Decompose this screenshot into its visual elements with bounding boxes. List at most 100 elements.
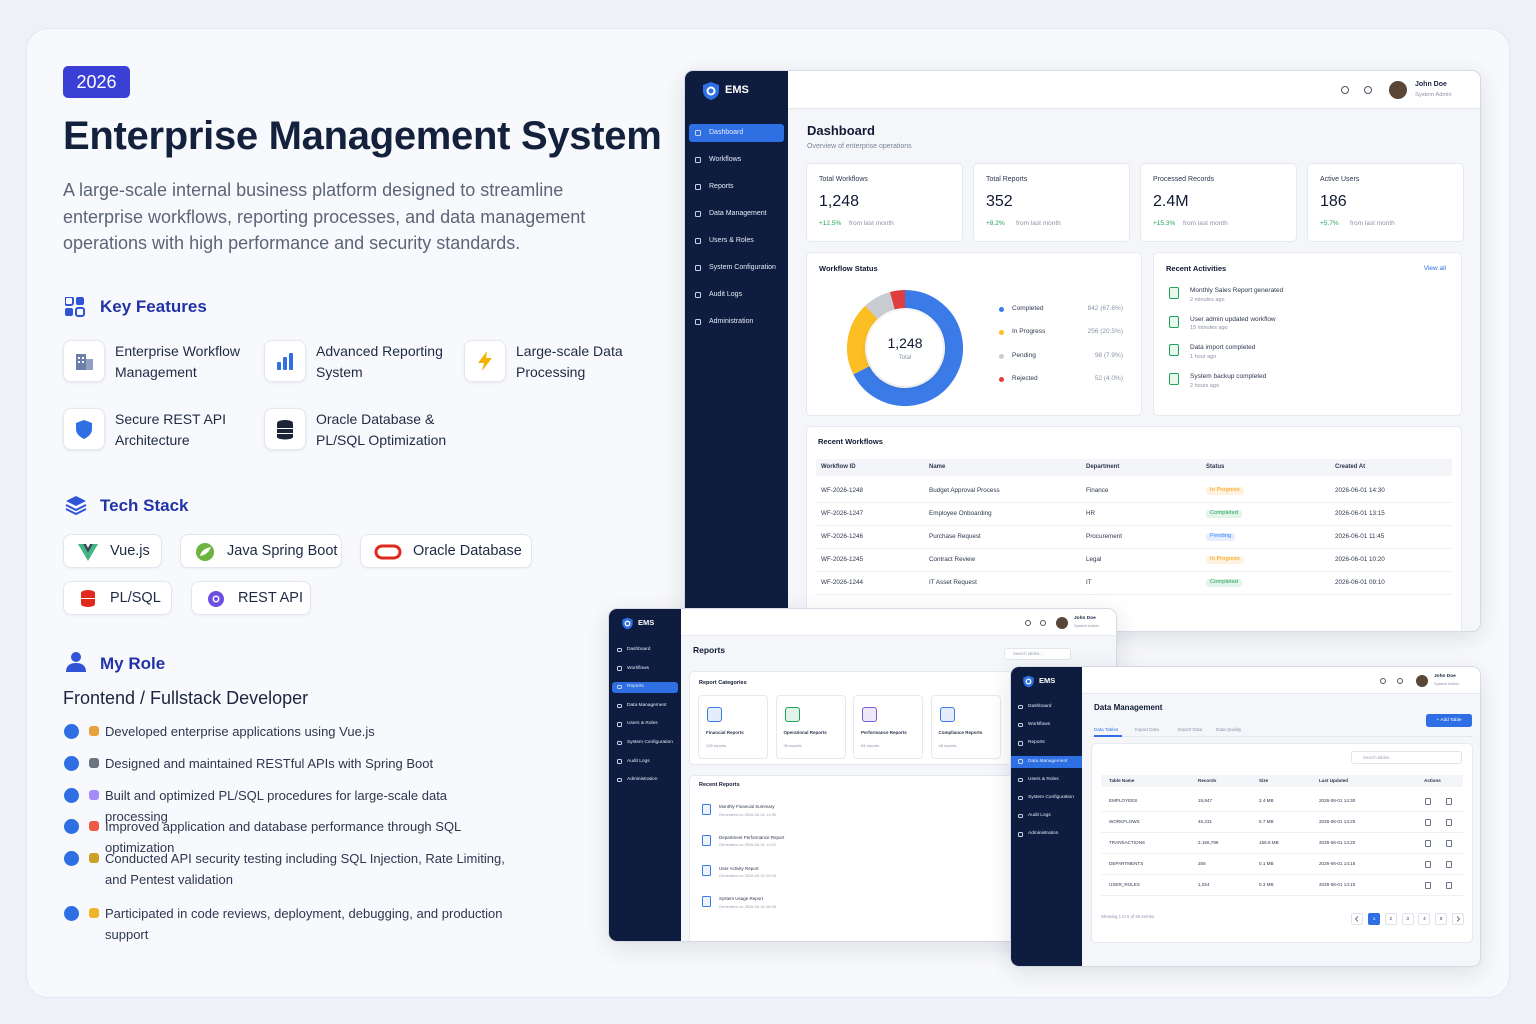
- logo-shield: [1023, 675, 1034, 687]
- page-number: 4: [1423, 916, 1426, 922]
- icon-shape: [78, 357, 80, 359]
- action-icon[interactable]: [1425, 839, 1431, 847]
- search-box: [1004, 648, 1071, 660]
- legend-name: In Progress: [1012, 328, 1046, 336]
- icon-shape: [82, 361, 84, 363]
- activity-text: User admin updated workflow: [1190, 315, 1276, 323]
- action-icon[interactable]: [1425, 818, 1431, 826]
- nav-icon: [1018, 704, 1023, 710]
- panel-title: Recent Workflows: [818, 437, 883, 447]
- stat-note: from last month: [1183, 219, 1228, 227]
- action-icon[interactable]: [1446, 839, 1452, 847]
- role-item: Improved application and database perfor…: [105, 818, 461, 855]
- nav-icon: [617, 722, 622, 727]
- stat-change: +5.7%: [1320, 219, 1339, 227]
- check-icon: [64, 818, 79, 834]
- row-divider: [1101, 832, 1463, 833]
- table-cell: 2026-06-01 13:15: [1335, 510, 1385, 518]
- feature-text: Oracle Database & PL/SQL Optimization: [316, 411, 447, 448]
- action-icon[interactable]: [1446, 881, 1452, 889]
- icon-shape: [65, 308, 73, 316]
- stat-label: Total Workflows: [819, 175, 868, 183]
- nav-active: [1011, 755, 1082, 768]
- tab[interactable]: Data Quality: [1216, 727, 1242, 733]
- features-icon: [65, 297, 85, 317]
- action-icon[interactable]: [1446, 818, 1452, 826]
- category-card: [853, 695, 923, 759]
- tab[interactable]: Import Data: [1135, 727, 1159, 733]
- stat-value: 352: [986, 193, 1013, 211]
- action-icon[interactable]: [1446, 860, 1452, 868]
- top-bar: [1082, 667, 1480, 694]
- brand: EMS: [638, 618, 655, 628]
- report-meta: Generated on 2026-06-01 08:45: [719, 903, 777, 909]
- page-button[interactable]: [1401, 913, 1414, 925]
- top-bar: [681, 609, 1116, 636]
- action-icon[interactable]: [1446, 797, 1452, 805]
- table-cell: 2026-06-01 14:30: [1319, 798, 1356, 804]
- action-icon[interactable]: [1425, 881, 1431, 889]
- nav-icon: [617, 666, 622, 671]
- row-divider: [816, 548, 1452, 549]
- stat-label: Total Reports: [986, 175, 1028, 183]
- check-icon: [64, 723, 79, 739]
- nav-icon: [695, 319, 701, 325]
- nav-item: Users & Roles: [1028, 776, 1059, 782]
- main-title: Enterprise Management System: [63, 114, 662, 158]
- icon-shape: [214, 597, 218, 601]
- tab[interactable]: Export Data: [1178, 727, 1203, 733]
- column-header: Status: [1206, 464, 1225, 471]
- legend-name: Rejected: [1012, 375, 1038, 383]
- logo-shield: [703, 82, 719, 100]
- nav-item: System Configuration: [1028, 795, 1074, 801]
- activity-icon: [1169, 315, 1179, 328]
- stat-label: Processed Records: [1153, 175, 1215, 183]
- action-icon[interactable]: [1425, 860, 1431, 868]
- tech-icon: [65, 496, 87, 515]
- activity-text: Monthly Sales Report generated: [1190, 286, 1284, 294]
- stat-note: from last month: [1350, 219, 1395, 227]
- icon-shape: [196, 543, 214, 561]
- page-prev[interactable]: [1351, 913, 1363, 925]
- page-button[interactable]: [1435, 913, 1448, 925]
- page-button[interactable]: [1368, 913, 1380, 925]
- nav-icon: [1018, 777, 1023, 783]
- row-divider: [1101, 874, 1463, 875]
- icon-shape: [76, 420, 92, 439]
- nav-item: Data Management: [1028, 758, 1068, 764]
- table-cell: WF-2026-1244: [821, 579, 863, 587]
- nav-icon: [1018, 722, 1023, 728]
- user-name: John Doe: [1434, 674, 1456, 680]
- tab[interactable]: Data Tables: [1094, 727, 1119, 733]
- page-number: 5: [1439, 916, 1443, 922]
- stat-value: 1,248: [819, 193, 860, 211]
- icon-shape: [200, 547, 211, 556]
- table-cell: 2026-06-01 14:25: [1319, 819, 1356, 825]
- table-cell: Procurement: [1086, 533, 1123, 541]
- row-divider: [1101, 811, 1463, 812]
- activity-time: 2 minutes ago: [1190, 296, 1225, 303]
- action-icon[interactable]: [1425, 797, 1431, 805]
- stat-label: Active Users: [1320, 175, 1360, 183]
- row-divider: [1101, 853, 1463, 854]
- page-button[interactable]: [1384, 913, 1397, 925]
- category-count: 64 reports: [861, 742, 880, 748]
- panel: [1140, 163, 1297, 242]
- table-cell: 2026-06-01 14:10: [1319, 882, 1356, 888]
- table-cell: 2026-06-01 11:45: [1335, 533, 1385, 541]
- year-badge: 2026: [63, 66, 130, 98]
- stat-change: +15.3%: [1153, 219, 1176, 227]
- section-heading: My Role: [100, 654, 166, 673]
- nav-active: [689, 124, 784, 142]
- view-all-link[interactable]: View all: [1423, 264, 1446, 272]
- add-button[interactable]: [1426, 714, 1472, 727]
- logo: [703, 82, 719, 100]
- logo-dot: [706, 86, 716, 96]
- table-cell: Legal: [1086, 556, 1102, 564]
- row-divider: [816, 594, 1452, 595]
- icon-shape: [83, 544, 93, 553]
- page-next[interactable]: [1452, 913, 1464, 925]
- page-button[interactable]: [1418, 913, 1431, 925]
- nav-item: Dashboard: [627, 647, 651, 653]
- icon-shape: [75, 307, 85, 317]
